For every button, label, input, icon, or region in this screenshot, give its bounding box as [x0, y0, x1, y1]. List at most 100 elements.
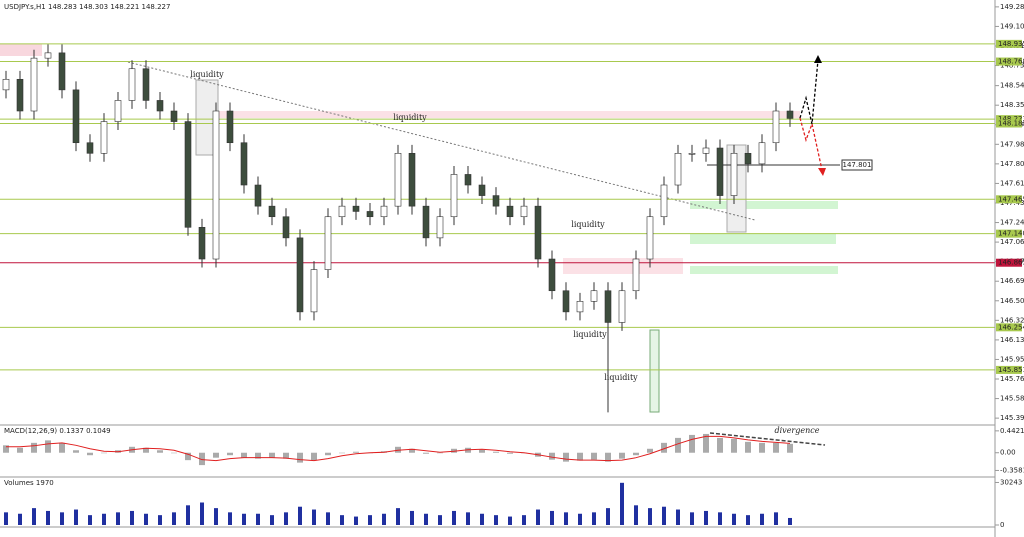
- macd-bar: [437, 452, 443, 454]
- level-label-box: [996, 119, 1022, 128]
- macd-bar: [87, 452, 93, 456]
- candle-body: [254, 184, 262, 207]
- macd-bar: [507, 452, 513, 454]
- annotation: divergence: [775, 426, 820, 435]
- marker-label: 147.801: [843, 161, 872, 169]
- candle-body: [450, 174, 458, 218]
- candle-body: [2, 78, 10, 91]
- candle-body: [170, 110, 178, 122]
- marker-box: [841, 159, 873, 171]
- macd-bar: [157, 450, 163, 453]
- macd-bar: [255, 452, 261, 459]
- volume-bar: [340, 515, 344, 525]
- volume-bar: [88, 515, 92, 525]
- level-label-box: [996, 258, 1022, 267]
- candle-body: [282, 216, 290, 239]
- volume-bar: [326, 512, 330, 525]
- y-tick-label: 145.950: [1000, 355, 1024, 363]
- candle-body: [702, 147, 710, 154]
- y-tick-label: -0.3581: [1000, 466, 1024, 474]
- volume-bar: [284, 512, 288, 525]
- macd-bar: [731, 438, 737, 453]
- macd-bar: [787, 443, 793, 453]
- level-label-box: [996, 229, 1022, 238]
- macd-bar: [689, 434, 695, 453]
- volume-bar: [4, 512, 8, 525]
- macd-bar: [171, 452, 177, 454]
- y-tick-label: 146.135: [1000, 336, 1024, 344]
- level-label: 148.935: [998, 40, 1024, 48]
- arrow-down: [799, 117, 823, 171]
- macd-bar: [703, 433, 709, 453]
- candle-body: [646, 216, 654, 260]
- panel-title: Volumes 1970: [4, 479, 54, 487]
- volume-bar: [382, 513, 386, 525]
- volume-bar: [634, 505, 638, 525]
- annotation: liquidity: [573, 330, 607, 339]
- macd-bar: [241, 452, 247, 458]
- y-tick-label: 146.320: [1000, 316, 1024, 324]
- zone: [563, 258, 683, 274]
- y-tick-label: 0: [1000, 521, 1004, 529]
- candle-body: [156, 100, 164, 112]
- y-tick-label: 147.245: [1000, 219, 1024, 227]
- volume-bar: [116, 512, 120, 525]
- macd-bar: [213, 452, 219, 458]
- level-label: 148.768: [998, 58, 1024, 66]
- level-label-box: [996, 115, 1022, 124]
- macd-bar: [269, 452, 275, 458]
- volume-bar: [312, 509, 316, 525]
- arrow-head: [818, 168, 826, 176]
- volume-bar: [690, 512, 694, 525]
- candle-body: [114, 100, 122, 122]
- macd-bar: [479, 449, 485, 453]
- candle-body: [758, 142, 766, 165]
- macd-bar: [633, 452, 639, 456]
- macd-bar: [745, 441, 751, 453]
- candle-body: [338, 205, 346, 218]
- level-label: 145.851: [998, 366, 1024, 374]
- macd-bar: [297, 452, 303, 463]
- volume-bar: [746, 515, 750, 525]
- candle-body: [576, 301, 584, 313]
- volume-bar: [578, 513, 582, 525]
- volume-bar: [606, 508, 610, 525]
- volume-bar: [368, 515, 372, 525]
- level-label-box: [996, 195, 1022, 204]
- level-label: 147.465: [998, 195, 1024, 203]
- zone: [690, 201, 838, 209]
- y-tick-label: 0.4421: [1000, 427, 1024, 435]
- candle-body: [478, 184, 486, 196]
- macd-bar: [423, 452, 429, 454]
- volume-bar: [354, 516, 358, 525]
- volume-bar: [298, 506, 302, 525]
- y-tick-label: 147.615: [1000, 179, 1024, 187]
- macd-bar: [101, 452, 107, 454]
- volume-bar: [270, 515, 274, 525]
- candle-body: [268, 205, 276, 218]
- macd-bar: [675, 437, 681, 453]
- candle-body: [16, 78, 24, 112]
- macd-bar: [3, 445, 9, 453]
- y-tick-label: 0.00: [1000, 449, 1016, 457]
- y-tick-label: 149.100: [1000, 22, 1024, 30]
- candle-body: [100, 121, 108, 154]
- candle-body: [366, 211, 374, 218]
- macd-bar: [73, 450, 79, 453]
- macd-signal: [6, 435, 791, 462]
- candle-body: [660, 184, 668, 218]
- volume-bar: [536, 509, 540, 525]
- volume-bar: [396, 508, 400, 525]
- annotation: liquidity: [571, 220, 605, 229]
- volume-bar: [242, 513, 246, 525]
- volume-bar: [228, 512, 232, 525]
- macd-bar: [31, 442, 37, 453]
- volume-bar: [424, 513, 428, 525]
- candle-body: [324, 216, 332, 270]
- arrow-head: [814, 55, 822, 63]
- candle-body: [744, 152, 752, 165]
- level-label-box: [996, 323, 1022, 332]
- macd-bar: [227, 452, 233, 456]
